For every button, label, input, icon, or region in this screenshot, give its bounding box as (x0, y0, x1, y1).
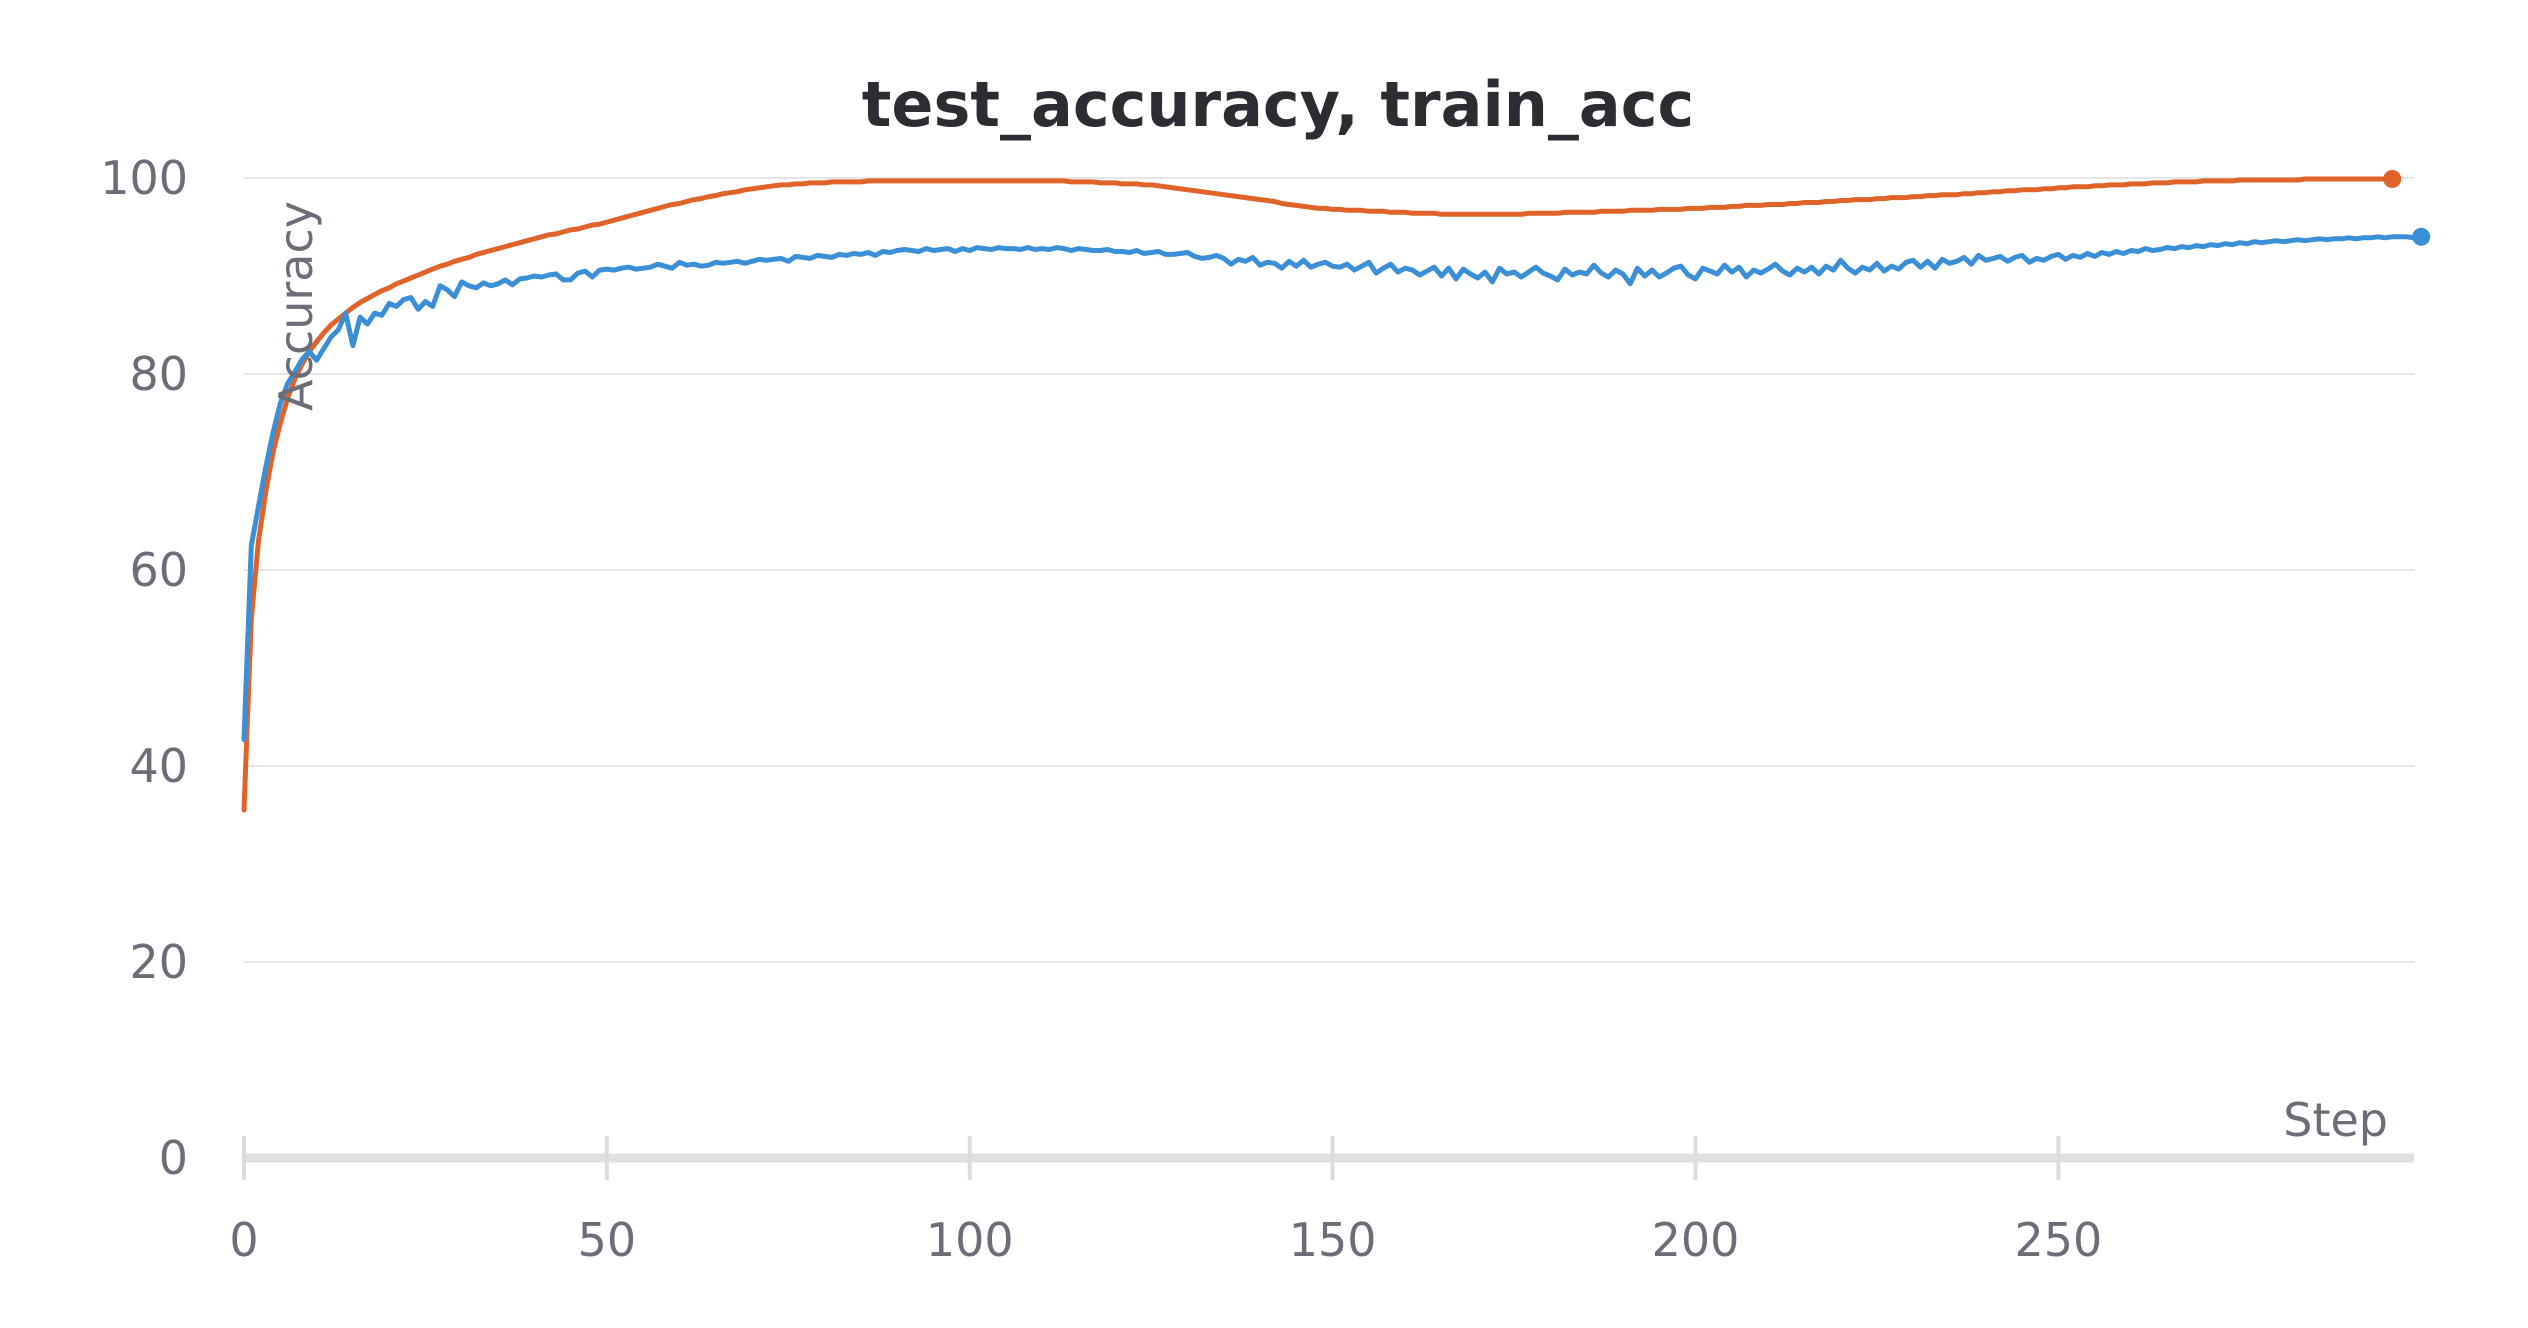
y-tick-label: 20 (129, 935, 188, 989)
series-line-2 (241, 234, 2424, 742)
y-tick-label: 0 (159, 1131, 188, 1185)
x-tick-label: 250 (2014, 1213, 2102, 1267)
chart-title: test_accuracy, train_acc (862, 68, 1694, 141)
x-tick-label: 200 (1652, 1213, 1740, 1267)
grid-lines (244, 177, 2414, 963)
x-tick-label: 0 (229, 1213, 258, 1267)
y-axis-label: Accuracy (269, 201, 323, 411)
y-tick-label: 40 (129, 739, 188, 793)
x-tick-label: 150 (1289, 1213, 1377, 1267)
y-tick-label: 80 (129, 347, 188, 401)
y-axis: 0 20 40 60 80 100 (100, 151, 188, 1185)
series-endpoint-dot-1 (2383, 169, 2402, 188)
x-axis-label: Step (2283, 1093, 2388, 1147)
y-tick-label: 100 (100, 151, 188, 205)
y-tick-label: 60 (129, 543, 188, 597)
series-endpoint-dot-2 (2412, 227, 2431, 246)
series-lines (241, 169, 2431, 813)
x-tick-label: 50 (578, 1213, 637, 1267)
x-axis: 0 50 100 150 200 250 (229, 1136, 2414, 1267)
x-tick-label: 100 (926, 1213, 1014, 1267)
series-line-1 (241, 176, 2395, 813)
